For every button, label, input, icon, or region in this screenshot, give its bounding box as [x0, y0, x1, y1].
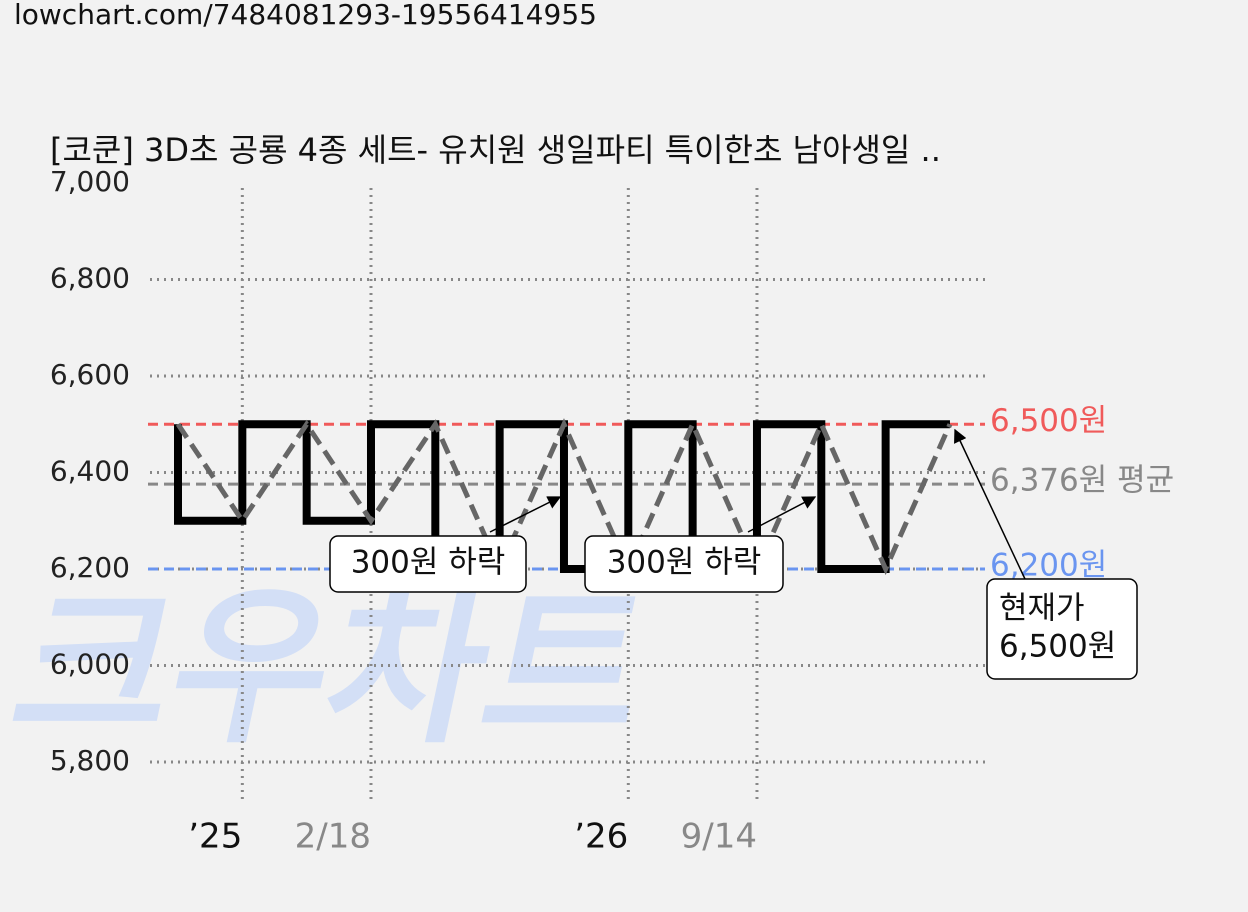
- annotation-text: 현재가: [999, 591, 1085, 627]
- y-tick-label: 6,000: [50, 648, 130, 681]
- annotation-text: 6,500원: [999, 629, 1116, 665]
- annotation-box: [584, 535, 784, 593]
- y-tick-label: 5,800: [50, 744, 130, 777]
- watermark: 크우차트: [0, 568, 665, 767]
- chart-title: [코쿤] 3D초 공룡 4종 세트- 유치원 생일파티 특이한초 남아생일 ..: [50, 131, 941, 169]
- annotation-text: 300원 하락: [607, 545, 762, 581]
- annotation-box: [986, 578, 1138, 680]
- x-tick-label: ’26: [574, 817, 628, 857]
- y-tick-label: 6,400: [50, 455, 130, 488]
- y-tick-label: 7,000: [50, 165, 130, 198]
- annotation-arrow: [489, 496, 562, 533]
- url: lowchart.com/7484081293-19556414955: [14, 0, 597, 31]
- y-tick-label: 6,800: [50, 262, 130, 295]
- y-tick-label: 6,200: [50, 551, 130, 584]
- y-tick-label: 6,600: [50, 358, 130, 391]
- x-tick-label: 2/18: [295, 817, 371, 857]
- annotation-box: [329, 535, 527, 593]
- reference-label: 6,376원 평균: [990, 463, 1174, 499]
- annotation-arrow: [954, 428, 1026, 580]
- reference-label: 6,200원: [990, 548, 1107, 584]
- x-tick-label: ’25: [188, 817, 242, 857]
- x-tick-label: 9/14: [681, 817, 757, 857]
- connector-line: [175, 418, 953, 576]
- annotation-text: 300원 하락: [351, 545, 506, 581]
- reference-label: 6,500원: [990, 403, 1107, 439]
- annotation-arrow: [747, 496, 817, 533]
